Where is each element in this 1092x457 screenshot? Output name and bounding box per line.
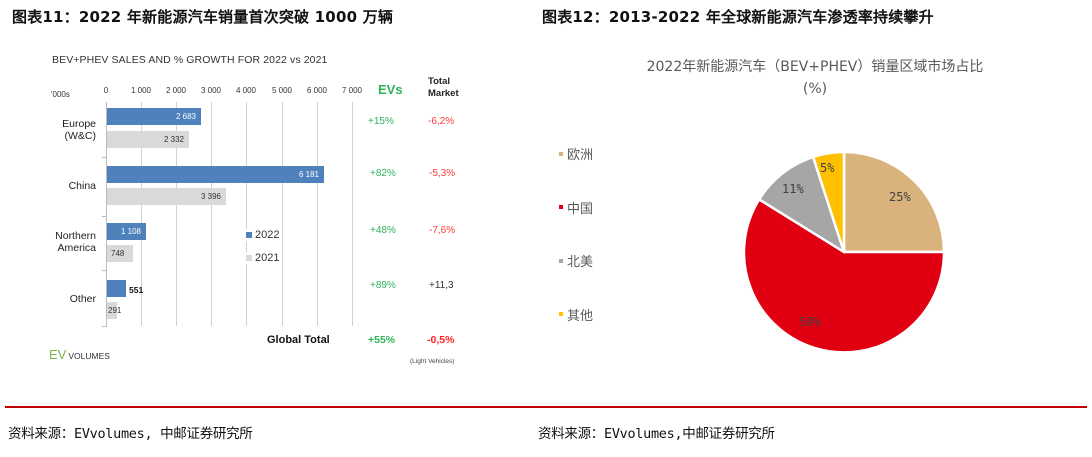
x-tick: 3 000 bbox=[200, 86, 222, 95]
axis-notch bbox=[102, 157, 107, 158]
label-other-2022: 551 bbox=[129, 285, 144, 295]
source-note-left: 资料来源：EVvolumes, 中邮证券研究所 bbox=[8, 426, 253, 442]
region-label-north-america: Northern America bbox=[55, 230, 96, 254]
axis-notch bbox=[102, 270, 107, 271]
market-other: +11,3 bbox=[429, 280, 454, 291]
global-total-market: -0,5% bbox=[427, 334, 455, 346]
legend-2022: 2022 bbox=[246, 229, 283, 241]
bar-europe-2022: 2 683 bbox=[107, 108, 201, 125]
x-tick: 5 000 bbox=[271, 86, 293, 95]
region-label-china: China bbox=[68, 180, 96, 192]
figure-title-11: 图表11：2022 年新能源汽车销量首次突破 1000 万辆 bbox=[12, 8, 394, 26]
legend-dot-icon bbox=[559, 258, 563, 263]
legend-item-other: 其他 bbox=[559, 288, 593, 342]
gridline bbox=[141, 102, 142, 326]
bar-na-2022: 1 108 bbox=[107, 223, 146, 240]
bar-na-2021: 748 bbox=[107, 245, 133, 262]
market-europe: -6,2% bbox=[428, 116, 455, 127]
bar-chart-panel: BEV+PHEV SALES AND % GROWTH FOR 2022 vs … bbox=[30, 40, 500, 380]
legend-dot-icon bbox=[559, 151, 563, 156]
divider-rule bbox=[5, 406, 1087, 408]
light-vehicles-note: (Light Vehicles) bbox=[410, 358, 455, 365]
bar-chart-title: BEV+PHEV SALES AND % GROWTH FOR 2022 vs … bbox=[52, 54, 328, 66]
growth-na: +48% bbox=[370, 225, 396, 236]
legend-item-europe: 欧洲 bbox=[559, 127, 593, 181]
global-total-growth: +55% bbox=[368, 334, 396, 346]
legend-dot-icon bbox=[559, 205, 563, 210]
global-total-label: Global Total bbox=[267, 334, 330, 346]
bar-china-2022: 6 181 bbox=[107, 166, 324, 183]
market-china: -5,3% bbox=[429, 168, 456, 179]
pie-label-other: 5% bbox=[820, 161, 835, 175]
x-tick: 1 000 bbox=[130, 86, 152, 95]
pie-chart-title: 2022年新能源汽车（BEV+PHEV）销量区域市场占比 (%) bbox=[646, 59, 984, 97]
legend-swatch-2022 bbox=[246, 232, 252, 238]
legend-item-china: 中国 bbox=[559, 181, 593, 235]
gridline bbox=[317, 102, 318, 326]
legend-2021: 2021 bbox=[246, 252, 283, 264]
gridline bbox=[246, 102, 247, 326]
legend-swatch-2021 bbox=[246, 255, 252, 261]
region-label-other: Other bbox=[69, 293, 96, 305]
growth-other: +89% bbox=[370, 280, 396, 291]
x-tick: 7 000 bbox=[341, 86, 363, 95]
pie-slice-other bbox=[811, 150, 846, 254]
bar-europe-2021: 2 332 bbox=[107, 131, 189, 148]
figure-title-12: 图表12：2013-2022 年全球新能源汽车渗透率持续攀升 bbox=[542, 8, 934, 26]
label-other-2021: 291 bbox=[108, 306, 122, 315]
pie-label-europe: 25% bbox=[889, 190, 911, 204]
region-label-europe: Europe (W&C) bbox=[62, 118, 96, 142]
axis-notch bbox=[102, 216, 107, 217]
legend-dot-icon bbox=[559, 312, 563, 317]
pie-slice-north-america bbox=[757, 155, 846, 254]
pie-legend: 欧洲 中国 北美 其他 bbox=[559, 127, 593, 341]
pie-chart bbox=[742, 150, 946, 354]
x-tick: 6 000 bbox=[306, 86, 328, 95]
x-tick: 0 bbox=[103, 86, 109, 95]
unit-label: '000s bbox=[51, 90, 70, 99]
pie-label-china: 59% bbox=[799, 315, 821, 329]
x-tick: 4 000 bbox=[235, 86, 257, 95]
gridline bbox=[211, 102, 212, 326]
gridline bbox=[282, 102, 283, 326]
gridline bbox=[176, 102, 177, 326]
pie-slice-europe bbox=[842, 150, 946, 254]
growth-europe: +15% bbox=[368, 116, 394, 127]
pie-slice-china bbox=[742, 198, 946, 354]
bar-other-2022 bbox=[107, 280, 126, 297]
bar-other-2021 bbox=[107, 302, 117, 319]
bar-china-2021: 3 396 bbox=[107, 188, 226, 205]
pie-label-north-america: 11% bbox=[782, 182, 804, 196]
market-na: -7,6% bbox=[429, 225, 456, 236]
axis-notch bbox=[102, 326, 107, 327]
total-market-column-header: Total Market bbox=[428, 76, 459, 99]
growth-china: +82% bbox=[370, 168, 396, 179]
evs-column-header: EVs bbox=[378, 82, 403, 97]
legend-item-north-america: 北美 bbox=[559, 234, 593, 288]
ev-volumes-logo: EV VOLUMES bbox=[49, 347, 110, 362]
x-tick: 2 000 bbox=[165, 86, 187, 95]
source-note-right: 资料来源：EVvolumes,中邮证券研究所 bbox=[538, 426, 775, 442]
gridline bbox=[352, 102, 353, 326]
y-axis bbox=[106, 102, 107, 326]
